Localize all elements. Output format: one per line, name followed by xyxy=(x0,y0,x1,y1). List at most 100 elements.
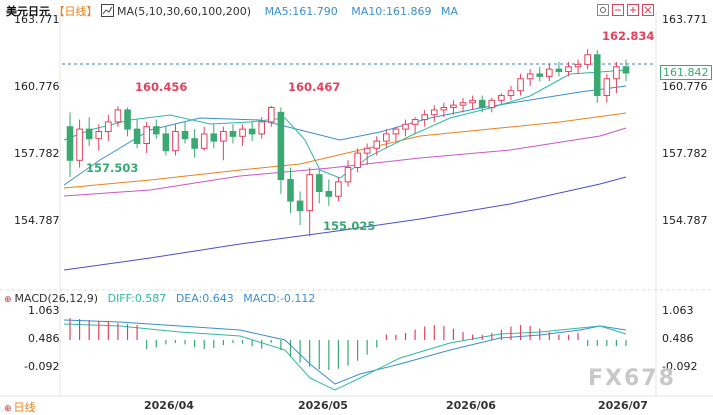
candle-body xyxy=(411,119,419,125)
footer-settings-icon[interactable]: ⊕ xyxy=(4,404,12,414)
candles-group xyxy=(66,49,630,237)
candle-body xyxy=(335,181,342,197)
candle-body xyxy=(315,174,323,192)
settings-icon[interactable] xyxy=(597,4,609,16)
candle-body xyxy=(574,63,582,68)
annotation-low-1: 157.503 xyxy=(86,161,139,175)
candle-body xyxy=(66,126,74,161)
candle-body xyxy=(85,128,93,140)
annotation-high-3: 162.834 xyxy=(602,29,655,43)
ma200-line xyxy=(63,176,627,271)
candle-body xyxy=(507,90,515,97)
candle-body xyxy=(143,126,150,145)
minimize-icon[interactable] xyxy=(612,4,624,16)
candle-body xyxy=(603,78,611,97)
candle-body xyxy=(373,140,381,149)
candle-body xyxy=(248,128,256,135)
price-axis-right-3: 154.787 xyxy=(662,214,708,227)
annotation-low-2: 155.025 xyxy=(323,219,376,233)
candle-body xyxy=(258,121,266,135)
candle-body xyxy=(354,152,361,168)
candle-body xyxy=(526,73,534,80)
candle-body xyxy=(392,128,400,135)
period-label[interactable]: 【日线】 xyxy=(53,5,98,18)
annotation-high-1: 160.456 xyxy=(135,80,188,94)
date-label-2: 2026/05 xyxy=(298,399,348,412)
candle-body xyxy=(488,99,496,109)
price-axis-left-1: 160.776 xyxy=(14,80,60,93)
macd-axis-right-0: 1.063 xyxy=(662,304,694,317)
candle-body xyxy=(296,200,304,212)
candle-body xyxy=(152,126,160,135)
candle-body xyxy=(517,78,524,92)
price-axis-left-3: 154.787 xyxy=(14,214,60,227)
candle-body xyxy=(133,128,141,145)
candle-body xyxy=(498,95,505,101)
candle-body xyxy=(191,138,198,149)
candle-body xyxy=(622,66,630,74)
candle-body xyxy=(459,102,467,106)
date-label-1: 2026/04 xyxy=(144,399,194,412)
candle-body xyxy=(450,104,457,109)
close-icon[interactable] xyxy=(642,4,654,16)
macd-dea-value: DEA:0.643 xyxy=(175,292,234,305)
ma10-line xyxy=(63,69,627,179)
watermark-logo: FX678 xyxy=(588,366,676,391)
macd-diff-value: DIFF:0.587 xyxy=(107,292,167,305)
ma-params-label: MA(5,10,30,60,100,200) xyxy=(117,5,252,18)
candle-body xyxy=(162,133,170,152)
candle-body xyxy=(421,114,428,121)
candle-body xyxy=(430,109,438,116)
candle-body xyxy=(105,121,112,133)
candle-body xyxy=(536,73,544,77)
candle-body xyxy=(440,107,448,111)
ma5-value: MA5:161.790 xyxy=(264,5,338,18)
candle-body xyxy=(383,133,390,142)
ma-settings-icon[interactable] xyxy=(101,4,114,17)
candle-body xyxy=(220,131,227,142)
macd-axis-left-2: -0.092 xyxy=(24,360,60,373)
candle-body xyxy=(363,147,371,154)
price-axis-left-2: 157.782 xyxy=(14,147,60,160)
macd-diff-line xyxy=(63,323,627,391)
date-label-3: 2026/06 xyxy=(446,399,496,412)
candle-body xyxy=(584,54,591,65)
candle-body xyxy=(402,123,409,130)
macd-params-label: MACD(26,12,9) xyxy=(14,292,99,305)
candle-body xyxy=(325,190,333,197)
macd-settings-icon[interactable]: ⊕ xyxy=(4,295,12,305)
footer-period[interactable]: ⊕ 日线 xyxy=(4,399,36,415)
candle-body xyxy=(200,133,208,149)
macd-histogram xyxy=(69,318,627,370)
macd-dea-line xyxy=(63,319,627,385)
candle-body xyxy=(172,131,179,152)
candle-body xyxy=(268,107,275,123)
candle-body xyxy=(239,128,246,137)
price-axis-right-0: 163.771 xyxy=(662,13,708,26)
ma-more-label: MA xyxy=(441,5,459,18)
footer-period-label: 日线 xyxy=(13,401,36,414)
price-axis-right-1: 160.776 xyxy=(662,80,708,93)
macd-axis-left-1: 0.486 xyxy=(28,332,60,345)
candle-body xyxy=(555,68,563,73)
macd-axis-left-0: 1.063 xyxy=(28,304,60,317)
candle-body xyxy=(287,178,294,202)
candle-body xyxy=(546,68,553,77)
macd-value: MACD:-0.112 xyxy=(243,292,316,305)
ma10-value: MA10:161.869 xyxy=(351,5,432,18)
price-axis-right-2: 157.782 xyxy=(662,147,708,160)
candle-body xyxy=(593,54,601,97)
macd-header: ⊕ MACD(26,12,9) DIFF:0.587 DEA:0.643 MACD… xyxy=(4,292,315,305)
candle-body xyxy=(76,128,83,161)
date-label-4: 2026/07 xyxy=(598,399,648,412)
candle-body xyxy=(344,166,352,183)
zoom-in-icon[interactable] xyxy=(627,4,639,16)
macd-axis-right-2: -0.092 xyxy=(662,360,698,373)
ma100-line xyxy=(63,127,627,197)
candle-body xyxy=(114,109,122,123)
current-price-tag: 161.842 xyxy=(660,65,712,80)
candle-body xyxy=(181,131,189,140)
candle-body xyxy=(478,99,486,109)
candle-body xyxy=(277,111,285,180)
